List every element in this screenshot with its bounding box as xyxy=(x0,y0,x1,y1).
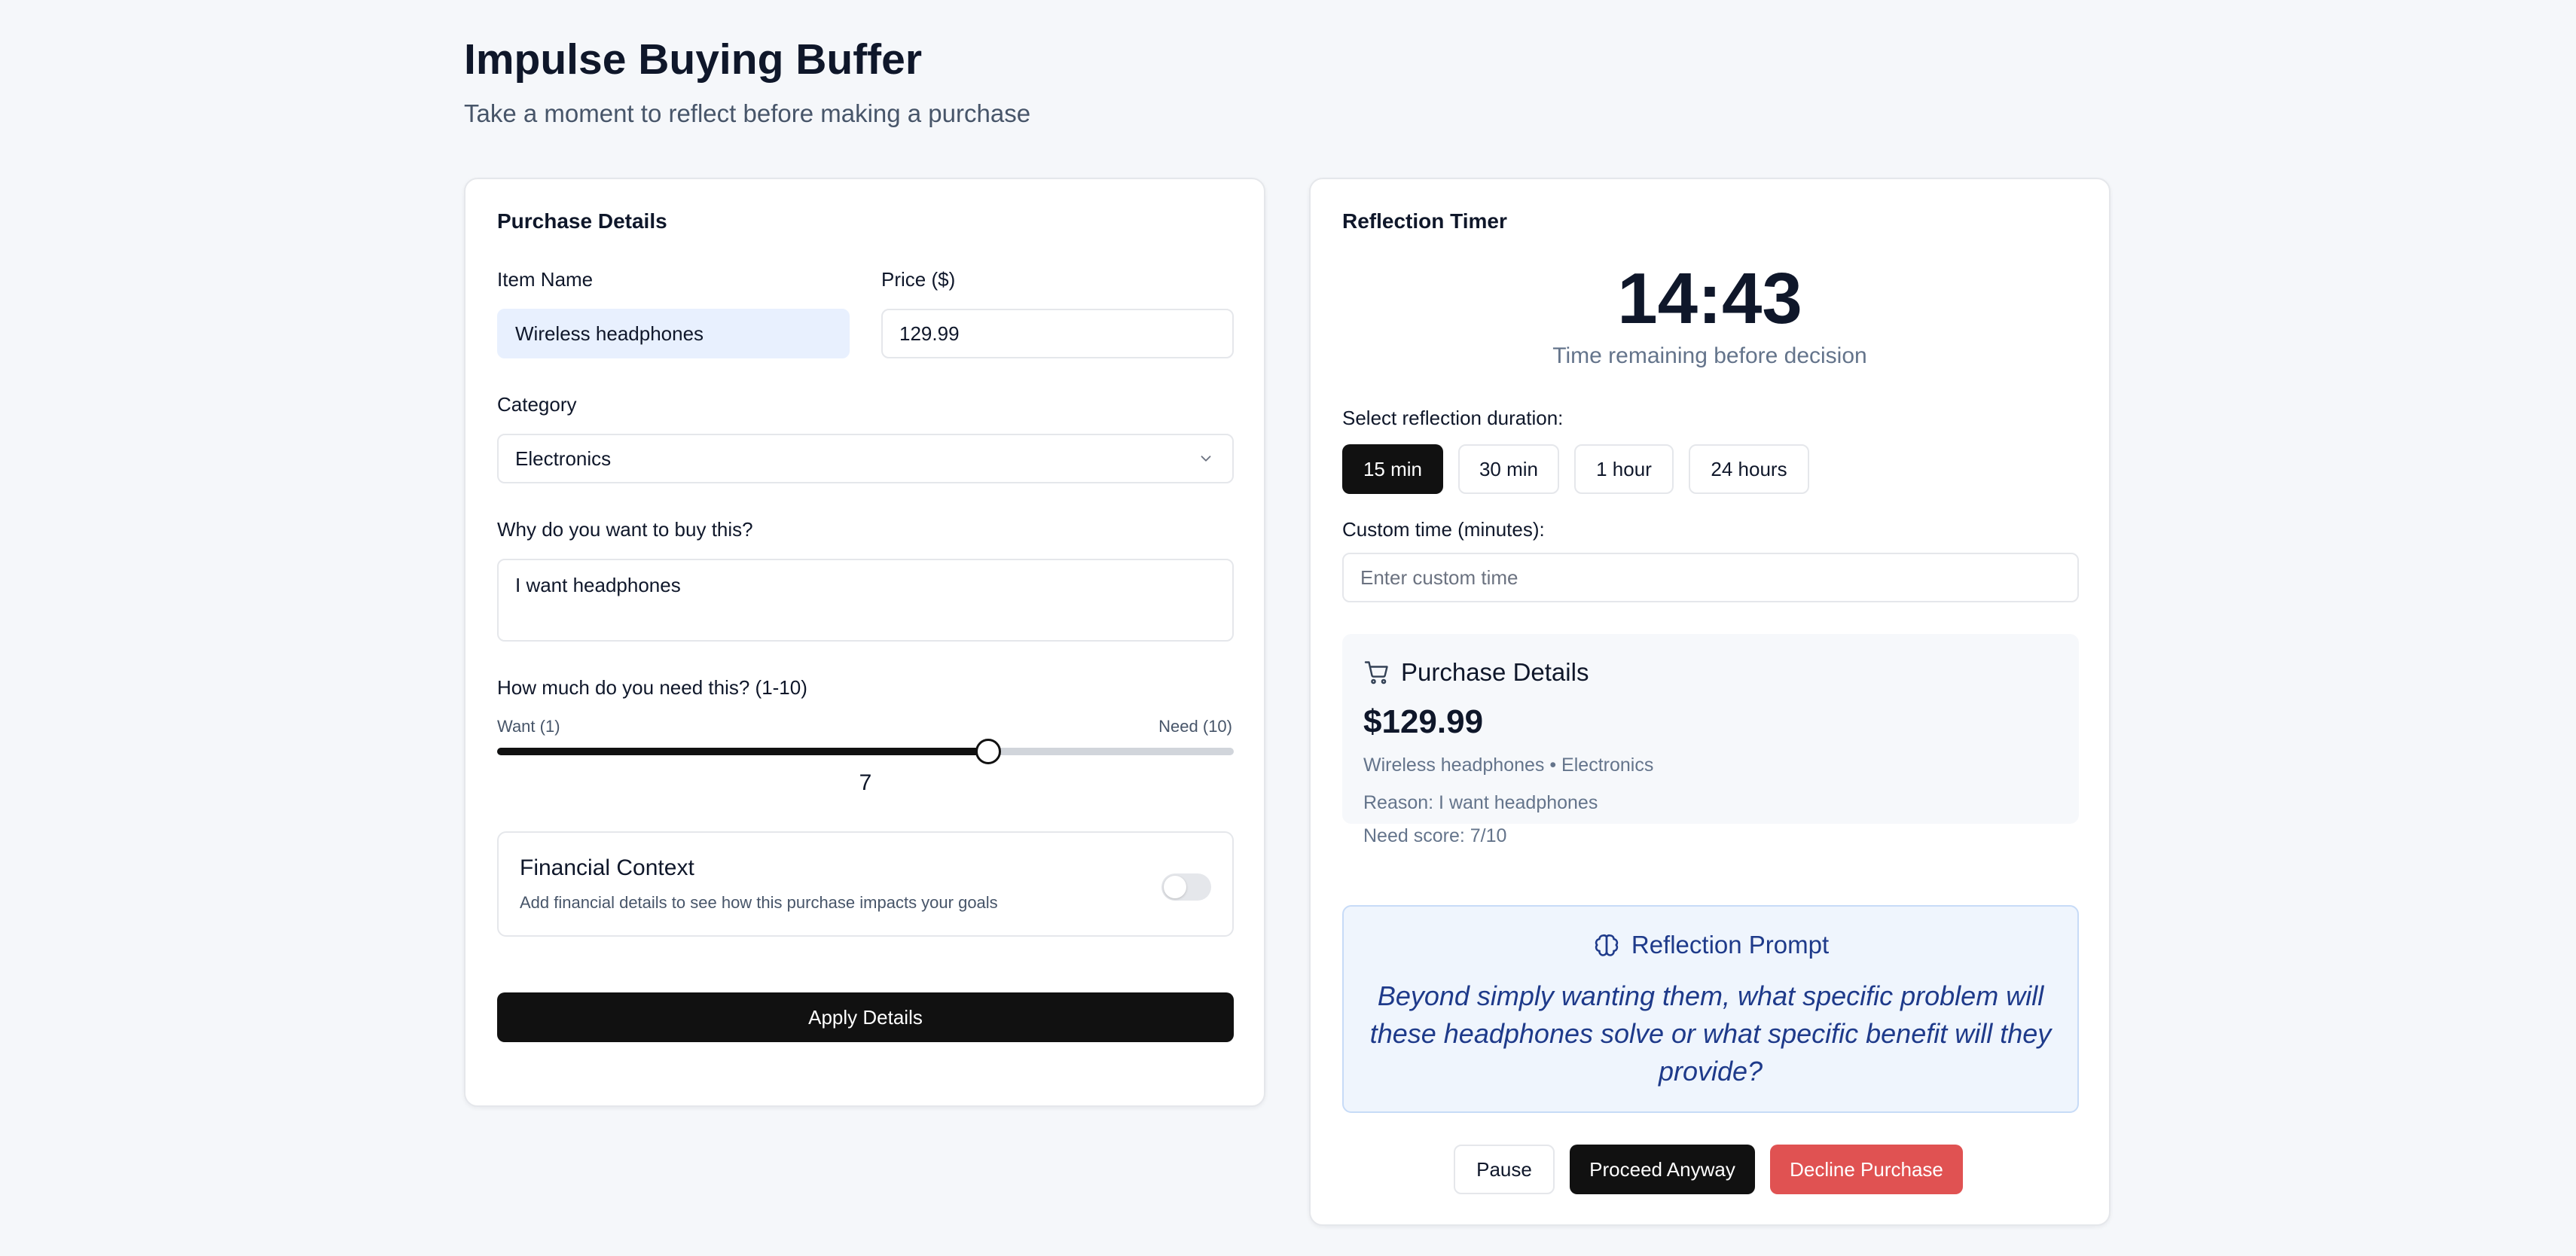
category-label: Category xyxy=(497,393,577,416)
need-max-label: Need (10) xyxy=(1158,717,1232,736)
duration-30-min-button[interactable]: 30 min xyxy=(1458,444,1559,494)
custom-time-label: Custom time (minutes): xyxy=(1342,518,1545,541)
category-select[interactable]: Electronics xyxy=(497,434,1234,483)
financial-context-panel: Financial Context Add financial details … xyxy=(497,831,1234,937)
page-title: Impulse Buying Buffer xyxy=(464,35,923,84)
summary-title: Purchase Details xyxy=(1401,658,1589,686)
reflection-prompt-panel: Reflection Prompt Beyond simply wanting … xyxy=(1342,905,2079,1113)
summary-price: $129.99 xyxy=(1363,703,1484,740)
countdown-caption: Time remaining before decision xyxy=(1552,343,1867,368)
price-label: Price ($) xyxy=(881,268,956,291)
need-slider-fill xyxy=(497,748,988,755)
financial-context-description: Add financial details to see how this pu… xyxy=(520,893,998,912)
purchase-summary: Purchase Details $129.99 Wireless headph… xyxy=(1342,634,2079,846)
duration-1-hour-button[interactable]: 1 hour xyxy=(1574,444,1674,494)
price-input[interactable]: 129.99 xyxy=(881,309,1234,358)
summary-item-line: Wireless headphones • Electronics xyxy=(1363,755,1654,776)
item-name-input[interactable]: Wireless headphones xyxy=(497,309,850,358)
financial-context-title: Financial Context xyxy=(520,855,694,880)
page-subtitle: Take a moment to reflect before making a… xyxy=(464,99,1031,127)
duration-15-min-button[interactable]: 15 min xyxy=(1342,444,1443,494)
summary-need-line: Need score: 7/10 xyxy=(1363,825,1507,846)
custom-time-input[interactable]: Enter custom time xyxy=(1342,553,2079,602)
prompt-header: Reflection Prompt xyxy=(1344,931,2077,959)
reason-label: Why do you want to buy this? xyxy=(497,518,753,541)
need-slider[interactable] xyxy=(497,739,1234,764)
duration-24-hours-button[interactable]: 24 hours xyxy=(1689,444,1809,494)
need-slider-thumb[interactable] xyxy=(975,739,1001,764)
need-value: 7 xyxy=(859,770,872,795)
reason-textarea[interactable]: I want headphones xyxy=(497,559,1234,642)
category-select-value: Electronics xyxy=(515,447,612,470)
prompt-title: Reflection Prompt xyxy=(1631,931,1830,959)
countdown-display: 14:43 xyxy=(1617,258,1802,339)
item-name-label: Item Name xyxy=(497,268,594,291)
financial-context-toggle[interactable] xyxy=(1161,873,1211,901)
pause-button[interactable]: Pause xyxy=(1454,1145,1555,1194)
brain-icon xyxy=(1595,934,1618,956)
prompt-text: Beyond simply wanting them, what specifi… xyxy=(1369,980,2052,1087)
toggle-knob xyxy=(1164,876,1186,898)
purchase-details-card: Purchase Details Item Name Wireless head… xyxy=(464,178,1265,1107)
need-min-label: Want (1) xyxy=(497,717,560,736)
reflection-timer-card: Reflection Timer 14:43 Time remaining be… xyxy=(1309,178,2111,1226)
duration-label: Select reflection duration: xyxy=(1342,407,1564,429)
reflection-timer-title: Reflection Timer xyxy=(1342,209,1507,233)
chevron-down-icon xyxy=(1201,456,1211,462)
decline-purchase-button[interactable]: Decline Purchase xyxy=(1770,1145,1963,1194)
purchase-details-title: Purchase Details xyxy=(497,209,667,233)
summary-reason-line: Reason: I want headphones xyxy=(1363,792,1598,813)
need-label: How much do you need this? (1-10) xyxy=(497,676,807,699)
summary-header: Purchase Details xyxy=(1363,658,1589,687)
apply-details-button[interactable]: Apply Details xyxy=(497,992,1234,1042)
proceed-anyway-button[interactable]: Proceed Anyway xyxy=(1570,1145,1755,1194)
shopping-cart-icon xyxy=(1364,661,1388,684)
